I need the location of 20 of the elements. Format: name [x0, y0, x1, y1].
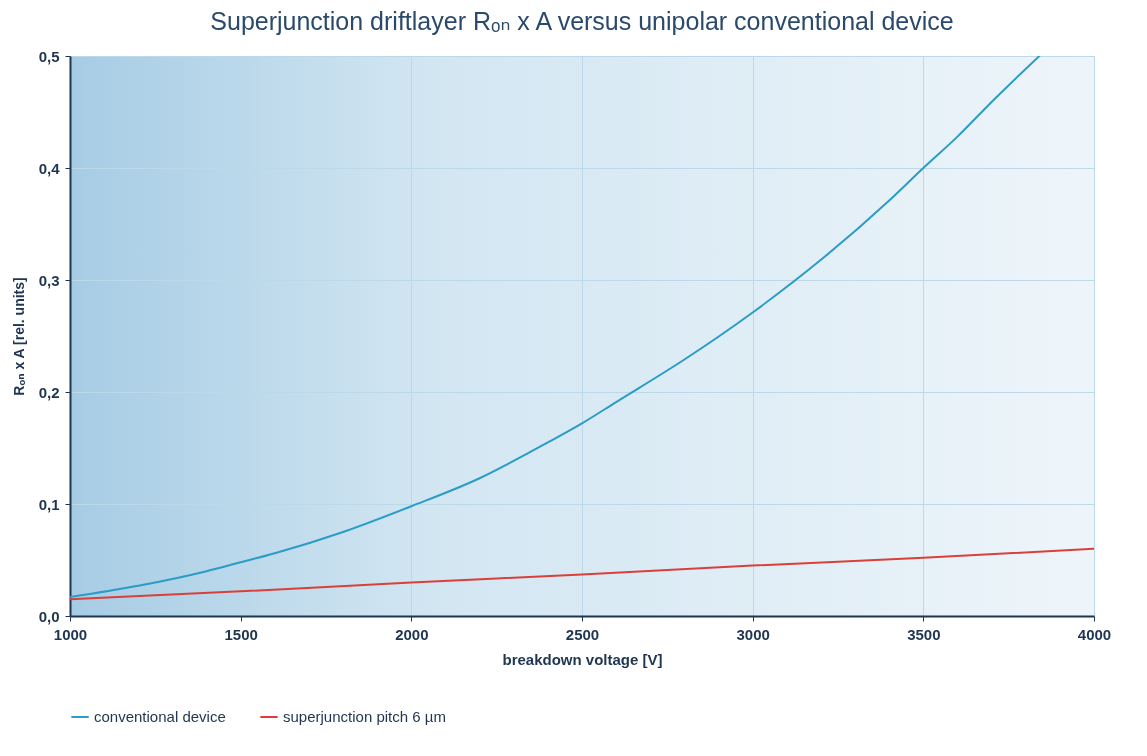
x-tick-label: 3000 — [736, 625, 770, 643]
y-axis-title: Rₒₙ x A [rel. units] — [10, 277, 27, 396]
legend-label: superjunction pitch 6 µm — [283, 708, 446, 725]
x-tick-label: 1000 — [53, 625, 88, 643]
y-tick-label: 0,3 — [38, 271, 60, 289]
chart-title: Superjunction driftlayer Rₒₙ x A versus unipolar conventional device — [210, 7, 954, 35]
x-tick-label: 4000 — [1077, 625, 1112, 643]
y-tick-label: 0,4 — [38, 159, 61, 177]
x-tick-label: 1500 — [224, 625, 258, 643]
line-series — [70, 547, 1094, 601]
legend-label: conventional device — [94, 708, 226, 725]
y-tick-label: 0,5 — [38, 47, 60, 65]
x-tick-label: 3500 — [907, 625, 941, 643]
y-tick-label: 0,0 — [38, 607, 60, 625]
line-series — [70, 56, 1041, 598]
x-tick-label: 2000 — [395, 625, 429, 643]
y-tick-label: 0,2 — [38, 383, 60, 401]
x-tick-label: 2500 — [565, 625, 600, 643]
x-axis-title: breakdown voltage [V] — [502, 650, 663, 668]
y-tick-label: 0,1 — [38, 495, 60, 513]
